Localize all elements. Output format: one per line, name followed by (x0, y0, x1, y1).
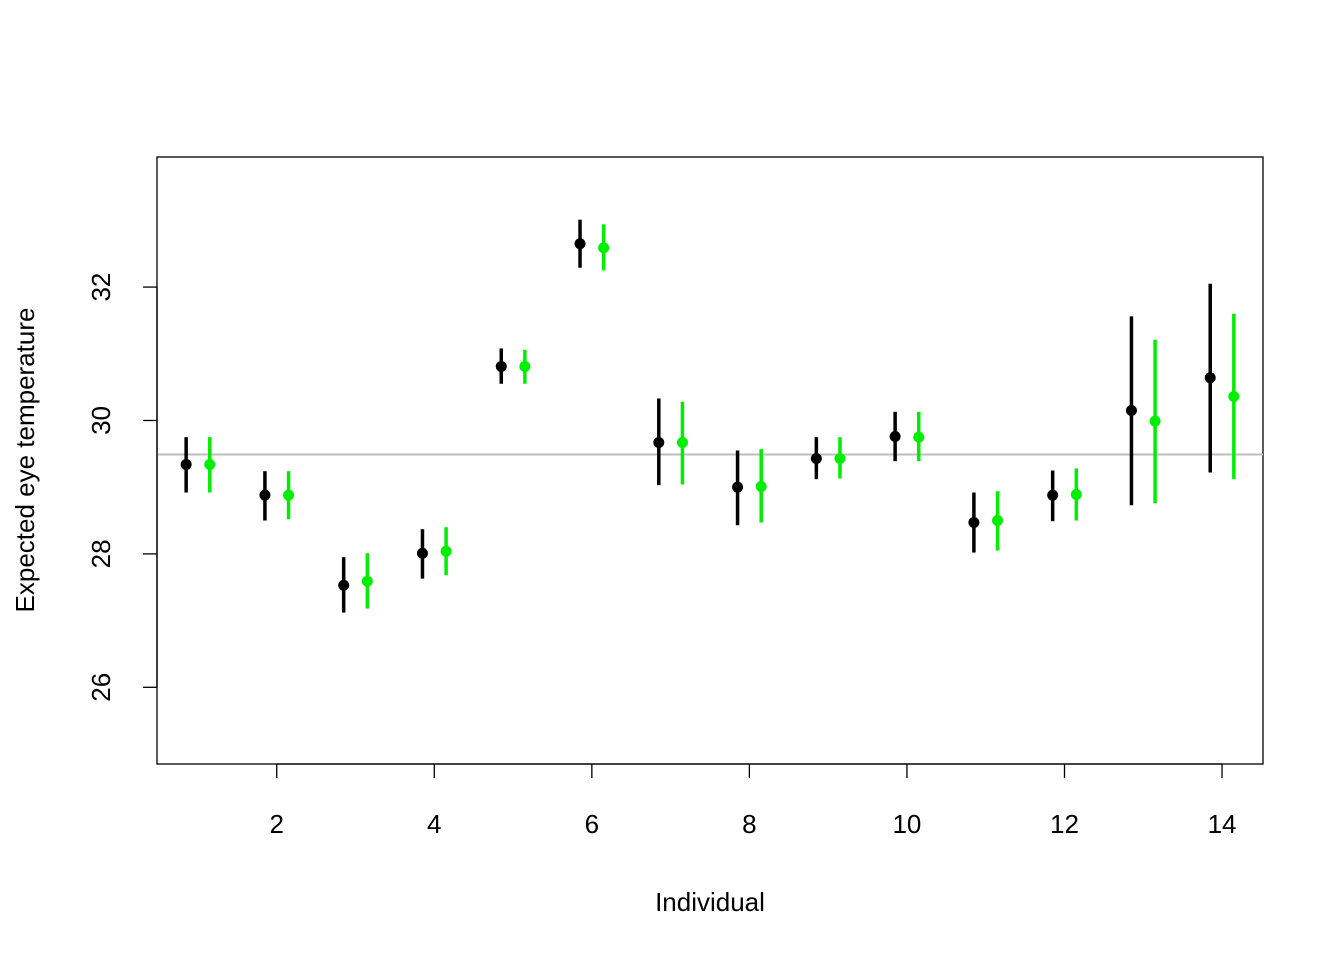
data-point (440, 545, 452, 557)
x-tick-label: 12 (1050, 809, 1079, 839)
data-point (519, 360, 531, 372)
data-point (180, 459, 192, 471)
plot-frame (156, 156, 1264, 765)
data-point (834, 452, 846, 464)
x-tick-label: 10 (892, 809, 921, 839)
data-point (653, 436, 665, 448)
data-point (732, 481, 744, 493)
data-point (204, 459, 216, 471)
data-point (1204, 372, 1216, 384)
data-point (1149, 415, 1161, 427)
data-point (338, 579, 350, 591)
data-point (992, 515, 1004, 527)
x-axis-label: Individual (655, 887, 765, 917)
data-point (1125, 404, 1137, 416)
data-point (913, 431, 925, 443)
data-point (810, 452, 822, 464)
data-point (1228, 390, 1240, 402)
x-tick-label: 14 (1208, 809, 1237, 839)
y-tick-label: 32 (86, 273, 116, 302)
data-point (889, 430, 901, 442)
data-point (676, 436, 688, 448)
data-point (598, 242, 610, 254)
x-tick-label: 6 (585, 809, 599, 839)
data-point (361, 575, 373, 587)
data-point (755, 481, 767, 493)
data-point (1047, 489, 1059, 501)
data-point (495, 360, 507, 372)
data-point (968, 517, 980, 529)
y-tick-label: 26 (86, 673, 116, 702)
data-point (1070, 489, 1082, 501)
data-point (574, 238, 586, 250)
y-tick-label: 28 (86, 539, 116, 568)
x-tick-label: 2 (270, 809, 284, 839)
y-tick-label: 30 (86, 406, 116, 435)
data-point (259, 489, 271, 501)
data-point (416, 547, 428, 559)
x-tick-label: 4 (427, 809, 441, 839)
data-point (283, 489, 295, 501)
x-tick-label: 8 (742, 809, 756, 839)
y-axis-label: Expected eye temperature (10, 308, 40, 613)
